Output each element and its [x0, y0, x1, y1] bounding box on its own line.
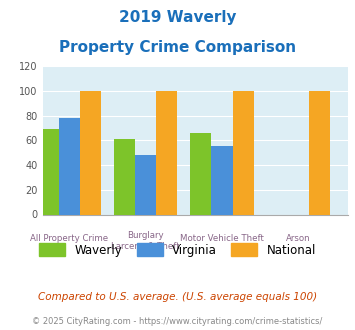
Text: 2019 Waverly: 2019 Waverly [119, 10, 236, 25]
Bar [156, 91, 178, 214]
Text: Burglary: Burglary [127, 231, 164, 240]
Text: Arson: Arson [286, 234, 311, 243]
Bar [309, 91, 330, 214]
Bar [135, 155, 156, 214]
Legend: Waverly, Virginia, National: Waverly, Virginia, National [34, 239, 321, 261]
Text: © 2025 CityRating.com - https://www.cityrating.com/crime-statistics/: © 2025 CityRating.com - https://www.city… [32, 317, 323, 326]
Bar [211, 147, 233, 214]
Bar [38, 129, 59, 214]
Bar [233, 91, 254, 214]
Text: All Property Crime: All Property Crime [30, 234, 108, 243]
Bar [190, 133, 211, 214]
Bar [114, 139, 135, 214]
Bar [59, 118, 80, 214]
Bar [80, 91, 101, 214]
Text: Compared to U.S. average. (U.S. average equals 100): Compared to U.S. average. (U.S. average … [38, 292, 317, 302]
Text: Motor Vehicle Theft: Motor Vehicle Theft [180, 234, 264, 243]
Text: Larceny & Theft: Larceny & Theft [111, 242, 180, 251]
Text: Property Crime Comparison: Property Crime Comparison [59, 40, 296, 54]
